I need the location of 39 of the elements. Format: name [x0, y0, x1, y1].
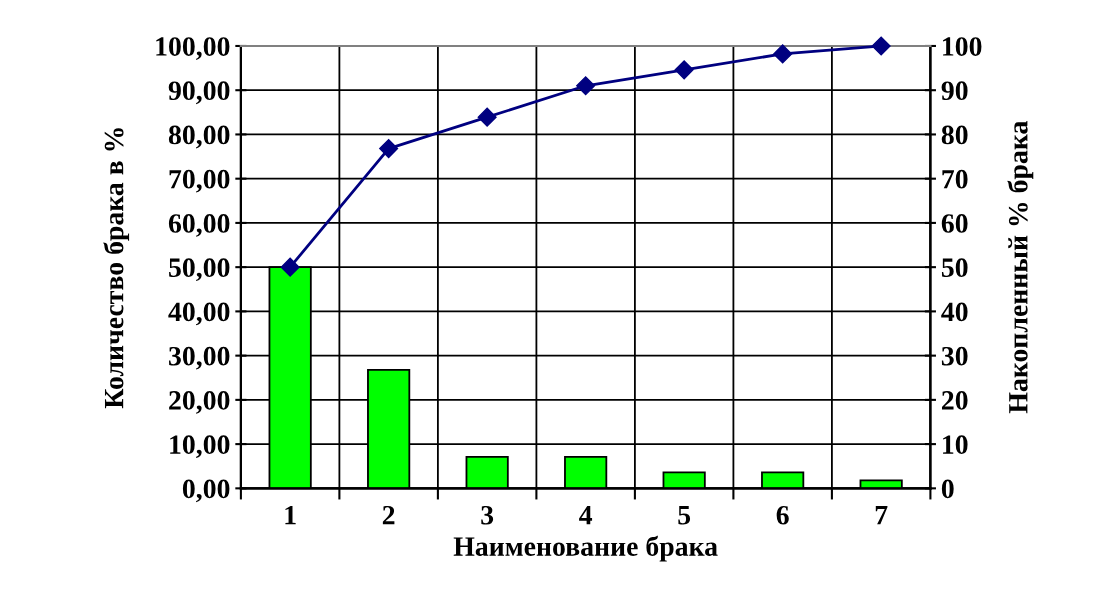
y-tick-label: 60,00: [168, 214, 230, 237]
point: [773, 44, 793, 64]
y-tick-label: 80,00: [168, 125, 230, 149]
y2-tick-label: 70: [942, 169, 968, 189]
y-tick-label: 70,00: [169, 169, 230, 193]
x-tick-label: 1: [285, 505, 296, 525]
y-tick-label: 90,00: [168, 81, 230, 105]
x-tick-label: 2: [382, 505, 395, 525]
y2-tick-label: 20: [941, 391, 968, 410]
y2-tick-label: 0: [941, 479, 954, 499]
y-tick-label: 100,00: [156, 37, 230, 60]
y-tick-label: 0,00: [182, 479, 230, 503]
y-tick-label: 50,00: [169, 258, 230, 282]
point: [674, 60, 694, 80]
x-tick-label: 7: [875, 506, 888, 525]
y-axis-title: Количество брака в %: [103, 128, 130, 409]
y2-tick-label: 30: [941, 346, 968, 366]
point: [871, 36, 891, 56]
y2-tick-label: 40: [941, 302, 968, 322]
y2-axis-title: Накопленный % брака: [1007, 121, 1034, 414]
x-tick-label: 3: [481, 505, 494, 525]
x-tick-label: 5: [678, 506, 691, 525]
y2-tick-label: 60: [941, 214, 968, 233]
y2-tick-label: 50: [941, 258, 968, 278]
point: [477, 107, 497, 127]
x-tick-label: 4: [579, 506, 593, 525]
y-tick-label: 30,00: [169, 346, 230, 370]
y2-tick-label: 80: [941, 125, 968, 145]
point: [576, 76, 596, 96]
y2-tick-label: 100: [943, 37, 982, 56]
x-tick-label: 6: [776, 505, 789, 525]
x-axis-title: Наименование брака: [453, 535, 718, 562]
y-tick-label: 40,00: [168, 302, 230, 326]
y2-tick-label: 10: [943, 435, 968, 455]
y-tick-label: 10,00: [170, 435, 230, 459]
y2-tick-label: 90: [941, 81, 968, 101]
point: [379, 139, 399, 159]
y-tick-label: 20,00: [169, 391, 230, 414]
point: [280, 257, 300, 277]
